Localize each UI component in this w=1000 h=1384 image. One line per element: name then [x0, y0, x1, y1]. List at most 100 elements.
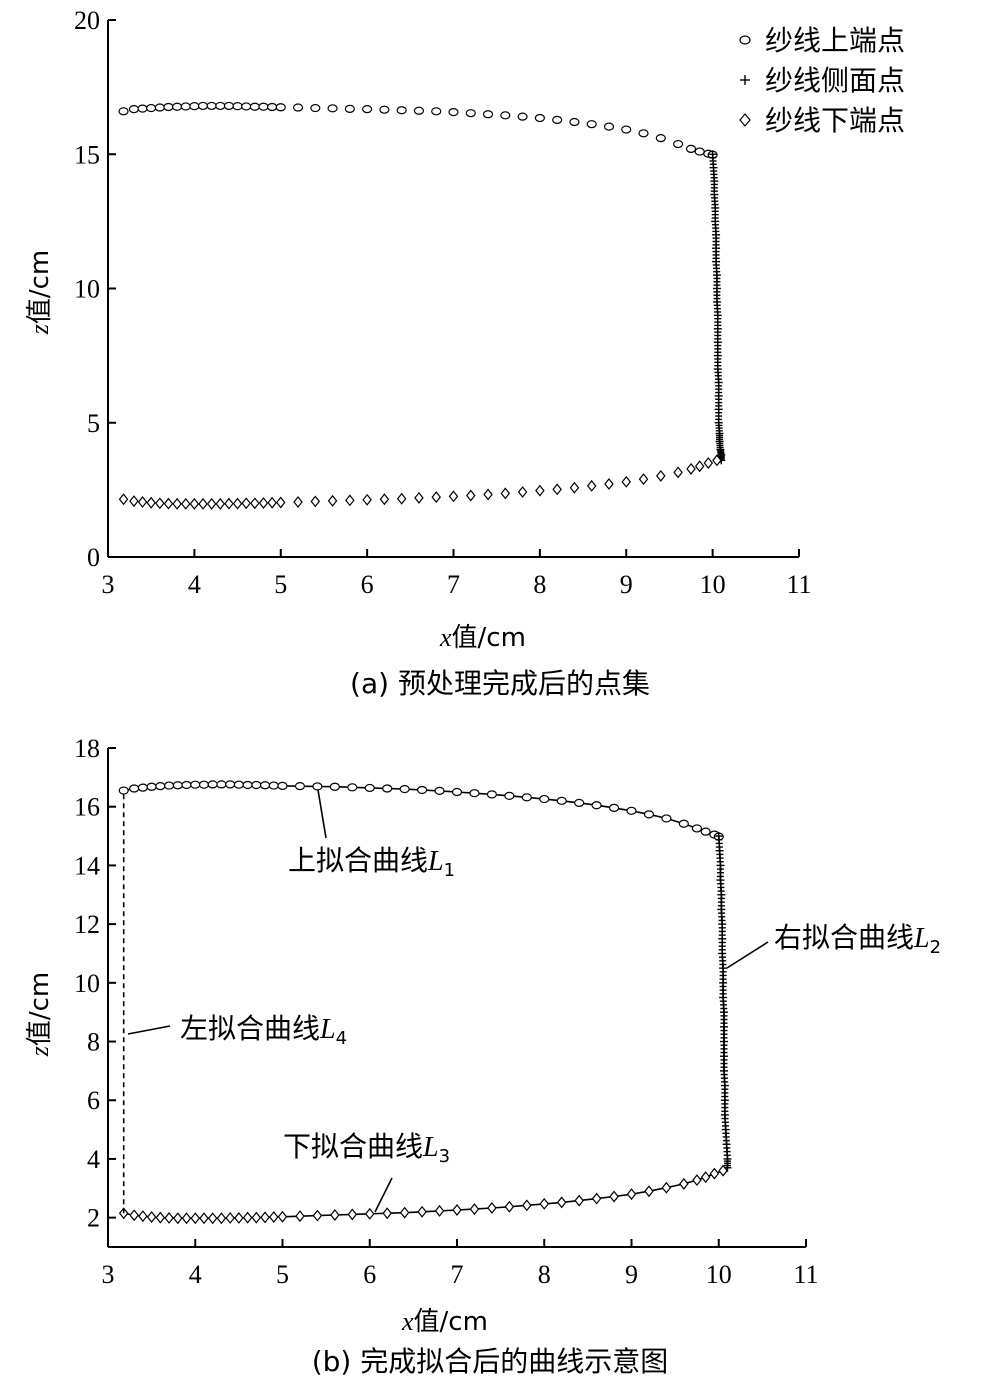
data-point-circle — [539, 794, 550, 804]
y-tick-label: 2 — [87, 1204, 100, 1233]
data-point-diamond — [574, 1194, 584, 1207]
x-tick-label: 11 — [793, 1260, 818, 1289]
panel-a-legend: 纱线上端点 纱线侧面点 纱线下端点 — [739, 24, 905, 137]
data-point-diamond — [591, 1192, 602, 1205]
y-tick-label: 4 — [87, 1145, 100, 1174]
data-point-circle — [431, 107, 442, 116]
data-point-circle — [500, 111, 511, 120]
x-tick-label: 7 — [451, 1260, 464, 1289]
data-point-circle — [691, 824, 703, 833]
legend-entry-lower: 纱线下端点 — [765, 104, 905, 137]
data-point-diamond — [118, 493, 129, 506]
data-point-plus — [718, 946, 726, 954]
data-point-plus — [714, 308, 722, 316]
data-point-circle — [163, 102, 174, 112]
data-point-diamond — [609, 1190, 619, 1203]
data-point-circle — [225, 780, 236, 789]
data-point-plus — [715, 389, 723, 397]
y-tick-label: 6 — [87, 1086, 100, 1115]
x-tick-label: 8 — [538, 1260, 551, 1289]
data-point-diamond — [364, 1207, 375, 1220]
data-point-diamond — [137, 495, 148, 508]
annotation-l4-leader — [127, 1025, 171, 1035]
annotation-l2: 右拟合曲线L2 — [774, 921, 941, 958]
data-point-diamond — [417, 1205, 427, 1218]
data-point-circle — [137, 104, 148, 113]
data-point-circle — [128, 105, 140, 114]
data-point-diamond — [414, 491, 424, 504]
data-point-plus — [717, 887, 725, 895]
data-point-diamond — [644, 1185, 654, 1198]
data-point-circle — [242, 780, 253, 790]
data-point-diamond — [327, 494, 338, 507]
data-point-plus — [711, 214, 719, 222]
data-point-diamond — [656, 469, 666, 482]
data-point-circle — [233, 780, 244, 789]
annotation-l2-leader — [726, 941, 769, 969]
data-point-circle — [643, 810, 655, 819]
x-tick-label: 8 — [533, 570, 546, 599]
data-point-circle — [268, 781, 279, 790]
data-point-diamond — [517, 486, 528, 498]
data-point-plus — [714, 335, 722, 343]
data-point-diamond — [700, 1171, 711, 1184]
data-point-diamond — [709, 1167, 720, 1180]
data-point-diamond — [232, 497, 243, 510]
y-tick-label: 12 — [74, 910, 100, 939]
data-point-circle — [327, 104, 338, 113]
data-point-diamond — [190, 1212, 201, 1225]
data-point-diamond — [434, 1204, 445, 1217]
y-tick-label: 5 — [87, 409, 100, 438]
data-point-plus — [719, 975, 727, 983]
data-point-diamond — [345, 494, 355, 507]
data-point-circle — [591, 801, 602, 810]
x-tick-label: 10 — [706, 1260, 732, 1289]
data-point-plus — [713, 295, 721, 303]
data-point-circle — [465, 109, 476, 118]
data-point-plus — [715, 843, 723, 851]
panel-a-plot — [118, 101, 726, 510]
data-point-plus — [716, 858, 724, 866]
data-point-circle — [146, 782, 157, 791]
data-point-plus — [709, 160, 717, 168]
data-point-circle — [486, 790, 497, 799]
data-point-diamond — [138, 1210, 148, 1223]
data-point-circle — [626, 806, 637, 815]
data-point-plus — [720, 1019, 728, 1027]
data-point-diamond — [712, 454, 722, 467]
annotation-l1: 上拟合曲线L1 — [288, 844, 455, 881]
data-point-circle — [190, 780, 201, 789]
data-point-circle — [129, 784, 140, 793]
data-point-circle — [417, 785, 428, 795]
data-point-diamond — [129, 495, 139, 508]
data-point-plus — [712, 227, 720, 235]
data-point-circle — [155, 782, 166, 791]
panel-b-ylabel: z值/cm — [25, 972, 55, 1058]
data-point-circle — [685, 144, 697, 153]
data-point-plus — [713, 268, 721, 276]
data-point-circle — [172, 102, 183, 111]
data-point-diamond — [189, 497, 200, 510]
data-point-circle — [621, 125, 632, 134]
data-point-circle — [312, 782, 323, 791]
data-point-circle — [215, 101, 226, 111]
data-point-circle — [451, 787, 463, 797]
y-tick-label: 20 — [74, 6, 100, 35]
data-point-diamond — [207, 1212, 218, 1225]
data-point-plus — [720, 1034, 728, 1042]
data-point-circle — [146, 103, 157, 113]
data-point-circle — [258, 102, 269, 111]
data-point-diamond — [295, 1210, 305, 1223]
y-tick-label: 10 — [74, 275, 100, 304]
data-point-diamond — [269, 1211, 279, 1224]
panel-b: 3 4 5 6 7 8 9 10 11 2 4 6 8 10 12 14 16 18 x值/cm z值/cm 上拟… — [25, 734, 941, 1378]
data-point-circle — [603, 122, 615, 131]
data-point-diamond — [379, 493, 390, 506]
data-point-diamond — [469, 1203, 480, 1216]
data-point-plus — [721, 1078, 729, 1086]
panel-b-xlabel: x值/cm — [401, 1307, 488, 1337]
x-tick-label: 11 — [786, 570, 811, 599]
x-tick-label: 4 — [189, 1260, 202, 1289]
data-point-diamond — [626, 1188, 637, 1201]
data-point-diamond — [539, 1197, 550, 1210]
